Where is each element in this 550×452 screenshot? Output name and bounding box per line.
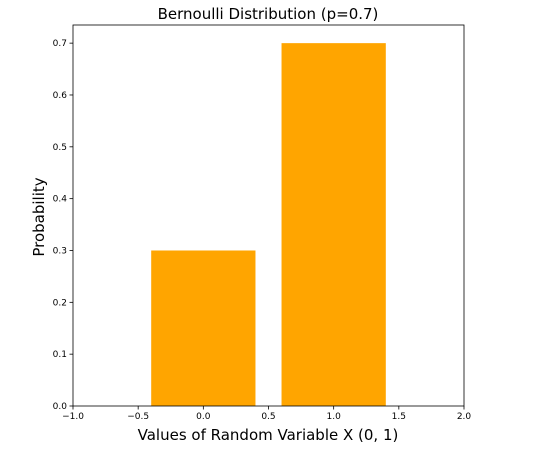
x-tick-label: −0.5 [127, 412, 149, 422]
y-tick-label: 0.7 [53, 39, 67, 49]
plot-area [151, 43, 386, 406]
bar-x1 [282, 43, 386, 406]
x-tick-label: 0.5 [261, 412, 275, 422]
x-tick-label: 1.5 [392, 412, 406, 422]
x-tick-label: 2.0 [457, 412, 472, 422]
y-tick-label: 0.4 [53, 195, 68, 205]
chart-title: Bernoulli Distribution (p=0.7) [158, 5, 379, 23]
y-tick-label: 0.1 [53, 350, 67, 360]
x-tick-label: −1.0 [62, 412, 84, 422]
axes-frame [73, 25, 464, 406]
y-tick-label: 0.5 [53, 143, 67, 153]
y-tick-label: 0.3 [53, 246, 67, 256]
y-tick-label: 0.6 [53, 91, 68, 101]
y-axis-label: Probability [30, 177, 48, 256]
y-tick-label: 0.0 [53, 402, 68, 412]
x-tick-label: 0.0 [196, 412, 211, 422]
x-axis-label: Values of Random Variable X (0, 1) [138, 426, 399, 444]
bar-x0 [151, 250, 255, 406]
x-tick-label: 1.0 [327, 412, 342, 422]
y-tick-label: 0.2 [53, 298, 67, 308]
